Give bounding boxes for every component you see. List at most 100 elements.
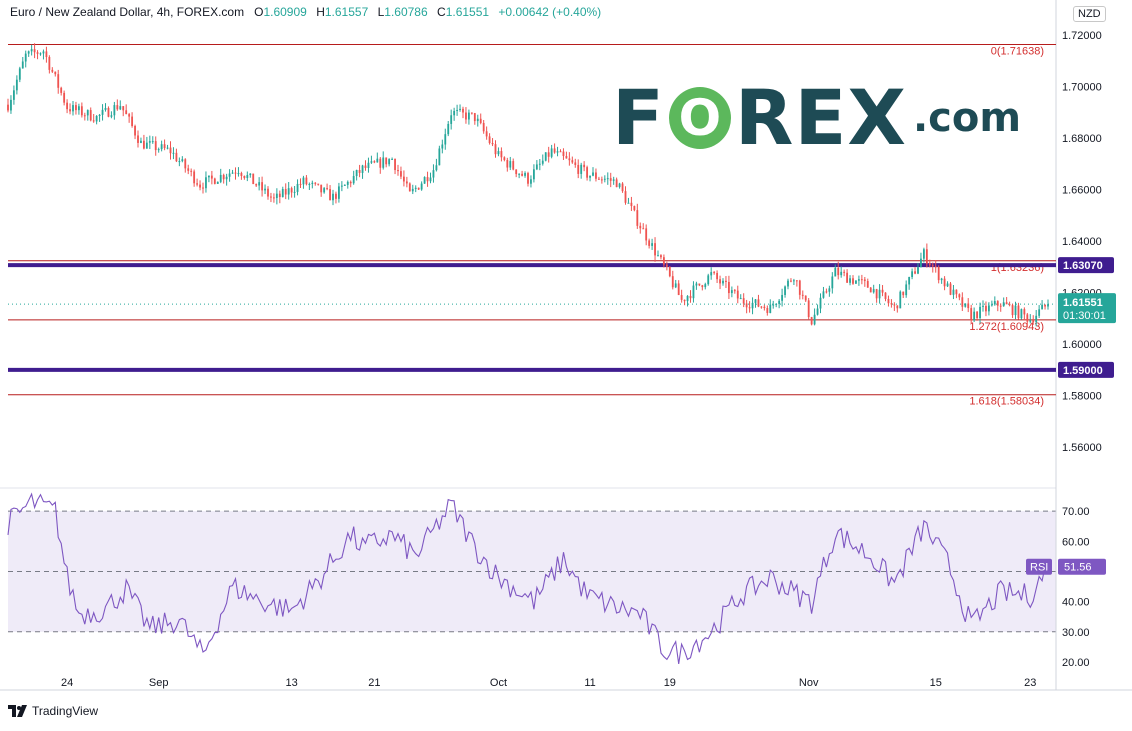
candle xyxy=(343,184,346,186)
candle xyxy=(982,300,984,312)
candle xyxy=(314,182,317,186)
candle xyxy=(187,164,190,175)
candle xyxy=(621,182,624,193)
candle xyxy=(311,180,314,189)
candle xyxy=(524,171,526,178)
candle xyxy=(733,288,736,294)
candle xyxy=(654,237,656,262)
candle xyxy=(275,188,278,205)
candle xyxy=(686,295,689,307)
candle xyxy=(234,167,237,180)
candle xyxy=(80,102,83,118)
candle xyxy=(710,267,713,280)
candle xyxy=(1026,312,1029,328)
candle xyxy=(36,50,39,60)
time-tick-label: 19 xyxy=(664,677,676,689)
candle xyxy=(1047,299,1049,310)
candle xyxy=(917,262,919,275)
candle xyxy=(792,278,795,286)
candle xyxy=(538,158,541,171)
candle-countdown-label: 01:30:01 xyxy=(1063,310,1106,322)
candle xyxy=(934,260,937,273)
candle xyxy=(509,156,512,171)
candle xyxy=(589,175,591,182)
candle xyxy=(837,261,840,280)
candle xyxy=(349,180,352,188)
candle xyxy=(807,298,810,320)
candle xyxy=(479,113,482,125)
candle xyxy=(908,276,911,290)
candle xyxy=(902,291,905,299)
candle xyxy=(920,252,922,268)
candle xyxy=(692,281,695,303)
candle xyxy=(447,120,450,137)
rsi-value-badge xyxy=(1058,558,1106,575)
candle xyxy=(51,67,54,73)
candle xyxy=(485,126,488,140)
candle xyxy=(940,277,943,284)
fib-level-label: 1.618(1.58034) xyxy=(969,396,1044,408)
candle xyxy=(69,103,71,115)
candle xyxy=(444,128,447,150)
candle xyxy=(884,292,887,302)
candle xyxy=(358,164,361,178)
candle xyxy=(400,166,402,180)
candle xyxy=(825,288,828,294)
candle xyxy=(742,293,745,308)
candle xyxy=(630,196,633,211)
candle xyxy=(559,149,562,153)
candle xyxy=(804,295,807,302)
candle xyxy=(329,185,331,201)
candle xyxy=(83,112,86,121)
candle xyxy=(190,168,193,177)
rsi-band xyxy=(8,510,1056,633)
candle xyxy=(840,266,843,278)
candle xyxy=(48,55,51,74)
candle xyxy=(973,307,976,322)
currency-badge[interactable]: NZD xyxy=(1073,6,1106,22)
candle xyxy=(996,300,999,312)
candle xyxy=(60,86,63,96)
candle xyxy=(134,124,136,140)
candle xyxy=(278,190,281,204)
candle xyxy=(662,254,665,268)
candle xyxy=(1005,297,1008,305)
candle xyxy=(33,43,36,59)
time-axis[interactable]: 24 Sep 13 21 Oct 11 19 Nov 15 23 xyxy=(61,677,1036,689)
forex-logo: F O REX .com xyxy=(612,80,1021,156)
candle xyxy=(110,111,113,119)
candle xyxy=(488,133,491,145)
candle xyxy=(426,171,429,187)
candle xyxy=(985,301,987,317)
candle xyxy=(116,99,119,111)
candle xyxy=(30,44,33,56)
candle xyxy=(335,191,337,204)
price-axis[interactable]: 1.720001.700001.680001.660001.640001.620… xyxy=(1026,30,1116,669)
candle xyxy=(727,275,730,300)
candle xyxy=(928,259,931,268)
candle xyxy=(571,156,574,164)
candle xyxy=(651,238,654,250)
candle xyxy=(964,303,967,308)
candle xyxy=(467,109,470,125)
candle xyxy=(184,158,187,173)
candle xyxy=(577,159,580,179)
candle xyxy=(405,176,408,188)
candle xyxy=(787,278,789,290)
candle xyxy=(515,169,518,178)
candle xyxy=(869,287,872,293)
candle xyxy=(320,184,323,197)
candle xyxy=(722,278,724,286)
candle xyxy=(527,171,529,187)
candle xyxy=(568,152,571,166)
candle xyxy=(813,308,816,326)
candle xyxy=(382,151,385,170)
candle xyxy=(562,148,565,160)
tradingview-footer[interactable]: TradingView xyxy=(8,704,98,718)
candle xyxy=(739,294,742,300)
candle xyxy=(104,103,107,112)
candle xyxy=(725,276,727,289)
candle xyxy=(798,279,801,300)
candle xyxy=(716,270,719,284)
